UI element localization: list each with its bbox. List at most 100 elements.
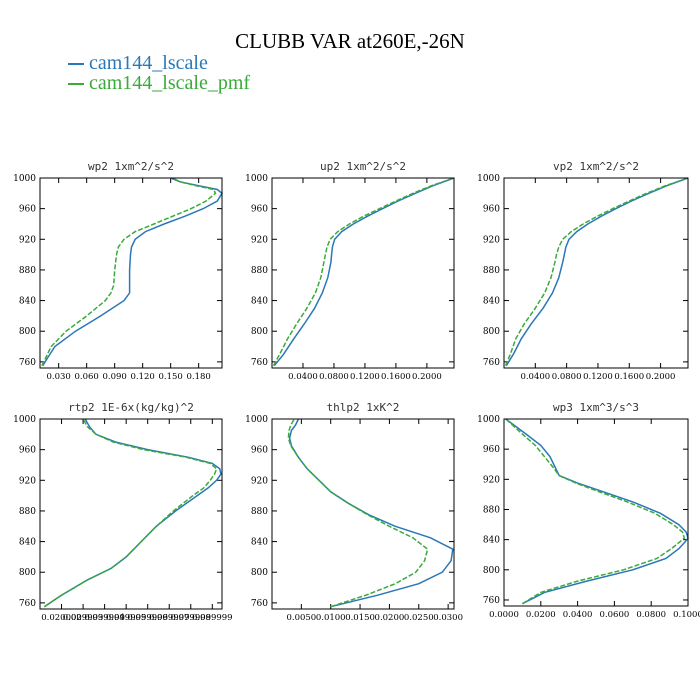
y-tick-label: 760 [19, 358, 36, 368]
x-tick-label: 0.0250 [404, 613, 434, 623]
y-tick-label: 800 [251, 327, 268, 337]
legend-swatch-lscale [68, 63, 84, 66]
y-tick-label: 920 [19, 476, 36, 486]
x-tick-label: 0.0000 [489, 610, 519, 620]
x-tick-label: 0.1600 [381, 372, 411, 382]
x-tick-label: 0.030 [46, 372, 70, 382]
x-tick-label: 0.020000 [41, 613, 82, 623]
y-tick-label: 840 [483, 297, 500, 307]
plot-frame [503, 418, 689, 607]
x-tick-label: 0.0400 [288, 372, 318, 382]
x-tick-label: 0.0400 [563, 610, 593, 620]
x-tick-label: 0.1200 [350, 372, 380, 382]
panel-1: wp2 1xm^2/s^2 760 800 840 880 920 960 1000 0.030… [13, 160, 223, 382]
series-line-lscale [288, 418, 454, 608]
y-tick-label: 960 [483, 205, 500, 215]
y-tick-label: 1000 [477, 174, 500, 184]
x-tick-label: 0.0100 [316, 613, 346, 623]
y-tick-label: 920 [483, 475, 500, 485]
y-tick-label: 920 [251, 235, 268, 245]
x-tick-label: 0.039999 [84, 613, 125, 623]
y-tick-label: 760 [19, 599, 36, 609]
y-tick-label: 840 [19, 538, 36, 548]
x-tick-label: 0.180 [186, 372, 210, 382]
panel-2: up2 1xm^2/s^2 760 800 840 880 920 960 1000 0.040… [245, 160, 455, 382]
x-tick-label: 0.0200 [375, 613, 405, 623]
y-tick-label: 840 [19, 297, 36, 307]
legend-entry-lscale: cam144_lscale [68, 53, 208, 73]
y-tick-label: 880 [251, 507, 268, 517]
series-line-lscale-pmf [505, 418, 686, 605]
plot-frame [503, 177, 689, 369]
series-line-lscale [42, 177, 223, 367]
x-tick-label: 0.059999 [127, 613, 168, 623]
x-tick-label: 0.029999 [63, 613, 104, 623]
y-tick-label: 880 [19, 507, 36, 517]
x-tick-label: 0.089999 [192, 613, 233, 623]
panel-6: wp3 1xm^3/s^3 760 800 840 880 920 960 1000 0.000… [477, 401, 700, 620]
plot-frame [271, 418, 455, 610]
y-tick-label: 880 [483, 505, 500, 515]
y-tick-label: 840 [483, 536, 500, 546]
legend-label-lscale: cam144_lscale [89, 52, 208, 74]
y-tick-label: 800 [483, 566, 500, 576]
x-tick-label: 0.090 [102, 372, 126, 382]
plot-frame [39, 177, 223, 369]
y-tick-label: 760 [251, 358, 268, 368]
x-tick-label: 0.150 [158, 372, 182, 382]
panel-title: thlp2 1xK^2 [327, 401, 400, 414]
y-tick-label: 800 [19, 327, 36, 337]
x-tick-label: 0.0400 [520, 372, 550, 382]
y-tick-label: 1000 [13, 415, 36, 425]
y-tick-label: 880 [251, 266, 268, 276]
series-line-lscale-pmf [272, 177, 455, 367]
panel-title: vp2 1xm^2/s^2 [553, 160, 639, 173]
legend-swatch-lscale-pmf [68, 83, 84, 86]
x-tick-label: 0.0800 [552, 372, 582, 382]
y-tick-label: 800 [251, 568, 268, 578]
y-tick-label: 800 [19, 568, 36, 578]
y-tick-label: 960 [483, 445, 500, 455]
y-tick-label: 840 [251, 538, 268, 548]
y-tick-label: 960 [251, 446, 268, 456]
panel-title: up2 1xm^2/s^2 [320, 160, 406, 173]
y-tick-label: 1000 [477, 415, 500, 425]
legend-label-lscale-pmf: cam144_lscale_pmf [89, 72, 251, 94]
panel-title: wp2 1xm^2/s^2 [88, 160, 174, 173]
series-line-lscale [505, 418, 689, 605]
x-tick-label: 0.0300 [433, 613, 463, 623]
x-tick-label: 0.1200 [583, 372, 613, 382]
x-tick-label: 0.0200 [526, 610, 556, 620]
y-tick-label: 760 [483, 358, 500, 368]
y-tick-label: 960 [19, 205, 36, 215]
x-tick-label: 0.0600 [600, 610, 630, 620]
y-tick-label: 760 [251, 599, 268, 609]
legend-entry-lscale-pmf: cam144_lscale_pmf [68, 73, 250, 93]
series-line-lscale [505, 177, 689, 367]
y-tick-label: 880 [19, 266, 36, 276]
y-tick-label: 760 [483, 596, 500, 606]
y-tick-label: 1000 [245, 415, 268, 425]
figure-title: CLUBB VAR at260E,-26N [235, 29, 465, 53]
x-tick-label: 0.2000 [412, 372, 442, 382]
y-tick-label: 920 [251, 476, 268, 486]
x-tick-label: 0.049999 [106, 613, 147, 623]
panel-3: vp2 1xm^2/s^2 760 800 840 880 920 960 1000 0.040… [477, 160, 689, 382]
y-tick-label: 920 [19, 235, 36, 245]
x-tick-label: 0.1600 [614, 372, 644, 382]
plot-frame [39, 418, 223, 610]
x-tick-label: 0.060 [74, 372, 98, 382]
x-tick-label: 0.0150 [345, 613, 375, 623]
x-tick-label: 0.0800 [319, 372, 349, 382]
y-tick-label: 800 [483, 327, 500, 337]
x-tick-label: 0.079999 [170, 613, 211, 623]
series-line-lscale-pmf [504, 177, 689, 366]
series-line-lscale-pmf [287, 418, 429, 608]
panel-title: rtp2 1E-6x(kg/kg)^2 [68, 401, 194, 414]
y-tick-label: 960 [251, 205, 268, 215]
x-tick-label: 0.0800 [636, 610, 666, 620]
x-tick-label: 0.2000 [646, 372, 676, 382]
plot-frame [271, 177, 455, 369]
x-tick-label: 0.120 [130, 372, 154, 382]
